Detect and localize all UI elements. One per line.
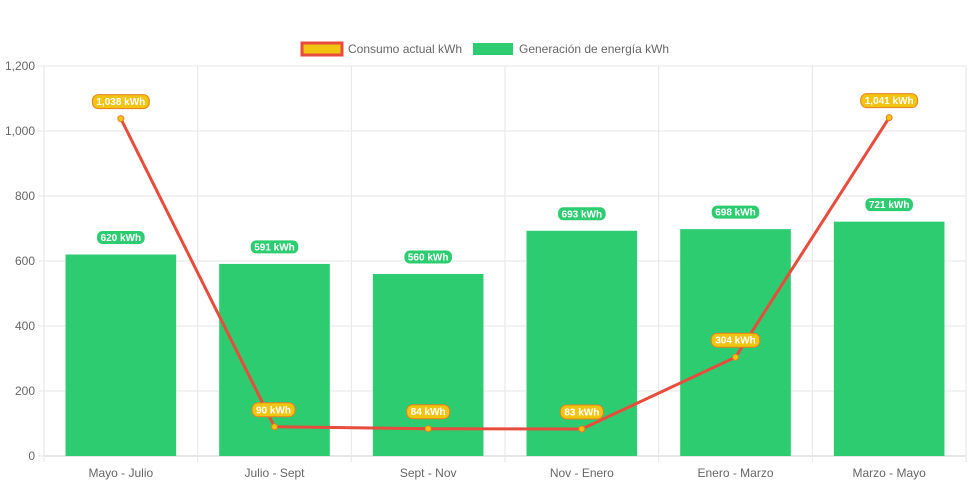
consumption-point [578, 425, 586, 433]
bar-data-label-text: 721 kWh [869, 200, 910, 211]
consumption-point [424, 425, 432, 433]
x-axis: Mayo - Julio Julio - Sept Sept - Nov Nov - … [88, 466, 926, 480]
grid [43, 65, 967, 462]
bar [833, 221, 945, 456]
line-data-label: 84 kWh [406, 404, 451, 420]
bar-data-label: 698 kWh [710, 204, 761, 220]
bar-data-label-text: 591 kWh [254, 242, 295, 253]
legend-label-consumo: Consumo actual kWh [348, 42, 462, 56]
line-data-labels: 1,038 kWh 90 kWh 84 kWh 83 kWh 304 kWh 1,041 … [91, 93, 919, 420]
bar [65, 254, 177, 456]
bar-data-label-box [557, 206, 607, 222]
line-data-label-text: 1,038 kWh [96, 97, 145, 108]
line-data-label-text: 84 kWh [411, 407, 446, 418]
line-data-label-box [91, 94, 150, 110]
x-tick-label: Nov - Enero [550, 466, 614, 480]
bar-data-label: 591 kWh [249, 239, 300, 255]
x-tick-label: Marzo - Mayo [852, 466, 926, 480]
consumption-point [117, 115, 125, 123]
consumption-point [885, 114, 893, 122]
consumption-point [271, 423, 278, 431]
y-tick-label: 400 [15, 319, 35, 333]
bar [526, 230, 638, 456]
legend-label-generacion: Generación de energía kWh [519, 42, 669, 56]
line-data-label: 304 kWh [710, 332, 761, 348]
line-data-label-text: 1,041 kWh [865, 96, 914, 107]
y-tick-label: 1,000 [5, 124, 35, 138]
legend-swatch-consumo [300, 41, 344, 57]
x-tick-label: Julio - Sept [244, 466, 305, 480]
line-data-label-box [710, 332, 761, 348]
consumption-points [117, 114, 893, 433]
line-data-label-box [559, 404, 604, 420]
line-data-label-box [251, 402, 296, 418]
x-tick-label: Enero - Marzo [697, 466, 773, 480]
bar-data-label-box [249, 239, 300, 255]
legend-swatch-generacion [473, 43, 513, 55]
line-data-label: 83 kWh [559, 404, 604, 420]
line-data-label-text: 304 kWh [715, 336, 756, 347]
y-tick-label: 600 [15, 254, 35, 268]
bar-data-label: 560 kWh [403, 249, 453, 265]
y-tick-label: 800 [15, 189, 35, 203]
bar-data-label: 721 kWh [864, 197, 914, 213]
consumption-line-path [119, 116, 891, 431]
bar-data-label-text: 560 kWh [408, 253, 449, 264]
consumption-point [732, 353, 739, 361]
bar-data-label-box [96, 230, 146, 245]
bar-data-label-box [710, 204, 761, 220]
line-data-label: 90 kWh [251, 402, 296, 418]
bar-data-label-box [403, 249, 453, 265]
x-tick-label: Sept - Nov [400, 466, 457, 480]
line-data-label-box [860, 93, 919, 109]
y-axis: 0 200 400 600 800 1,000 1,200 [5, 59, 44, 463]
bar-data-label-box [864, 197, 914, 213]
bar-data-label-text: 693 kWh [562, 209, 603, 220]
bar-data-label-text: 698 kWh [715, 208, 756, 219]
bar-data-label-text: 620 kWh [101, 233, 142, 244]
y-tick-label: 200 [15, 384, 35, 398]
bar-data-label: 693 kWh [557, 206, 607, 222]
line-data-label: 1,038 kWh [91, 94, 150, 110]
line-data-label-text: 83 kWh [564, 408, 599, 419]
y-tick-label: 0 [28, 449, 35, 463]
legend: Consumo actual kWh Generación de energía… [300, 41, 669, 57]
consumption-line [119, 116, 891, 431]
line-data-label-box [406, 404, 451, 420]
bar-data-labels: 620 kWh 591 kWh 560 kWh 693 kWh 698 kWh 721 k… [96, 197, 914, 265]
bar-data-label: 620 kWh [96, 230, 146, 245]
line-data-label-text: 90 kWh [256, 405, 291, 416]
y-tick-label: 1,200 [5, 59, 35, 73]
line-data-label: 1,041 kWh [860, 93, 919, 109]
x-tick-label: Mayo - Julio [88, 466, 153, 480]
